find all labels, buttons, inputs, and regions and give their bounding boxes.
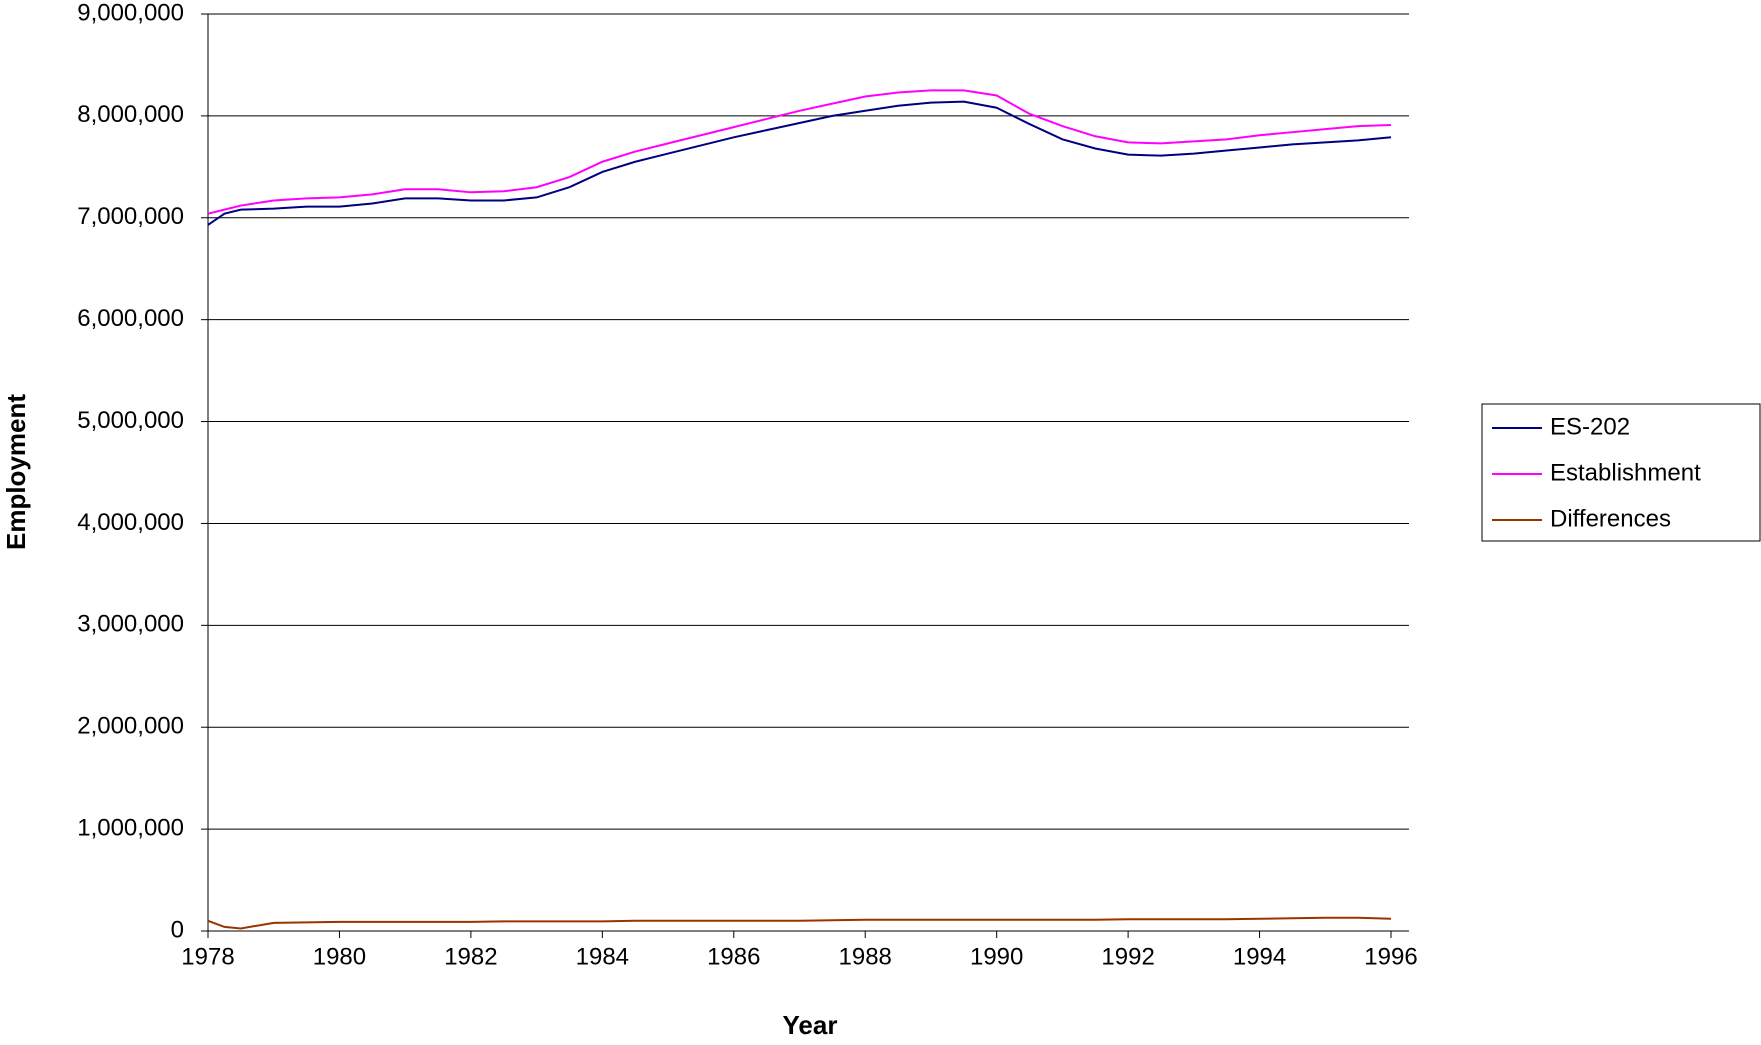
- x-tick-label: 1980: [313, 943, 366, 970]
- legend-label: Establishment: [1550, 459, 1701, 486]
- x-tick-label: 1992: [1101, 943, 1154, 970]
- x-tick-label: 1990: [970, 943, 1023, 970]
- y-tick-label: 6,000,000: [77, 305, 184, 332]
- x-tick-label: 1984: [576, 943, 629, 970]
- y-axis-label: Employment: [1, 394, 31, 550]
- x-tick-label: 1978: [181, 943, 234, 970]
- legend-label: ES-202: [1550, 413, 1630, 440]
- y-tick-label: 9,000,000: [77, 0, 184, 26]
- y-tick-label: 5,000,000: [77, 407, 184, 434]
- legend-box: [1481, 403, 1761, 542]
- y-tick-label: 0: [171, 916, 184, 943]
- series-line: [207, 100, 1392, 226]
- series-line: [207, 916, 1392, 930]
- x-tick-label: 1996: [1364, 943, 1417, 970]
- x-axis-label: Year: [783, 1010, 838, 1040]
- y-tick-label: 8,000,000: [77, 101, 184, 128]
- x-tick-label: 1982: [444, 943, 497, 970]
- series-line: [207, 89, 1392, 215]
- x-tick-label: 1986: [707, 943, 760, 970]
- x-tick-label: 1988: [839, 943, 892, 970]
- y-tick-label: 4,000,000: [77, 509, 184, 536]
- y-tick-label: 7,000,000: [77, 203, 184, 230]
- legend-label: Differences: [1550, 505, 1671, 532]
- y-tick-label: 1,000,000: [77, 814, 184, 841]
- y-tick-label: 3,000,000: [77, 611, 184, 638]
- y-tick-label: 2,000,000: [77, 713, 184, 740]
- x-tick-label: 1994: [1233, 943, 1286, 970]
